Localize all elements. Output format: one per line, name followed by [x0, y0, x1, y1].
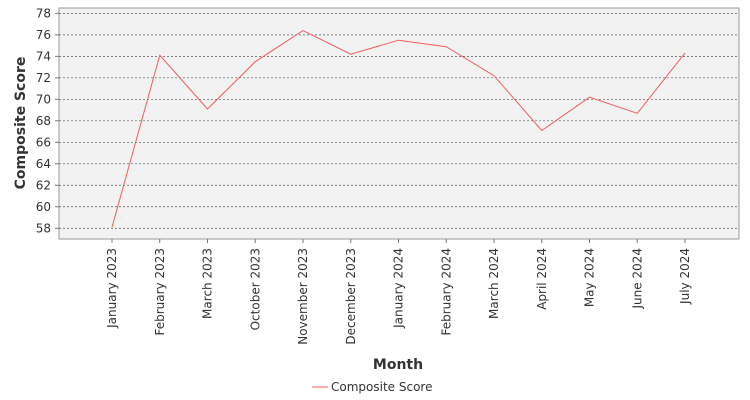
x-tick-label: October 2023: [248, 248, 262, 330]
plot-area: [58, 7, 740, 240]
x-tick-label: November 2023: [296, 248, 310, 345]
y-axis-ticks: 58 60 62 64 66 68 70 72 74 76 78: [36, 6, 59, 235]
series-lines: [111, 29, 687, 229]
data-point: [254, 60, 257, 63]
y-tick-label: 74: [36, 49, 51, 63]
data-point: [588, 96, 591, 99]
legend-label: Composite Score: [331, 380, 432, 394]
data-point: [158, 54, 161, 57]
legend: Composite Score: [312, 380, 432, 394]
y-tick-label: 68: [36, 114, 51, 128]
data-point: [540, 129, 543, 132]
x-tick-label: June 2024: [630, 248, 644, 310]
x-tick-label: February 2024: [439, 248, 453, 336]
y-axis-title: Composite Score: [13, 57, 29, 190]
y-tick-label: 70: [36, 92, 51, 106]
data-point: [684, 52, 687, 55]
data-point: [206, 107, 209, 110]
x-tick-label: April 2024: [535, 248, 549, 310]
y-tick-label: 78: [36, 6, 51, 20]
data-point: [445, 45, 448, 48]
x-tick-label: December 2023: [344, 248, 358, 345]
x-tick-label: January 2024: [392, 248, 406, 329]
series-line: [111, 30, 686, 228]
x-axis-ticks: January 2023 February 2023 March 2023 Octob…: [105, 239, 692, 345]
x-tick-label: February 2023: [153, 248, 167, 336]
x-tick-label: March 2024: [487, 248, 501, 319]
data-point: [349, 53, 352, 56]
data-point: [636, 112, 639, 115]
y-tick-label: 64: [36, 157, 51, 171]
x-tick-label: July 2024: [678, 248, 692, 305]
y-tick-label: 62: [36, 178, 51, 192]
y-tick-label: 58: [36, 221, 51, 235]
data-point: [397, 39, 400, 42]
x-tick-label: March 2023: [201, 248, 215, 319]
y-tick-label: 60: [36, 200, 51, 214]
data-point: [493, 74, 496, 77]
data-point: [111, 226, 114, 229]
y-tick-label: 76: [36, 28, 51, 42]
y-tick-label: 66: [36, 135, 51, 149]
x-tick-label: January 2023: [105, 248, 119, 329]
data-point: [302, 29, 305, 32]
x-tick-label: May 2024: [583, 248, 597, 307]
x-axis-title: Month: [373, 357, 423, 373]
grid-lines: [59, 13, 739, 229]
y-tick-label: 72: [36, 71, 51, 85]
